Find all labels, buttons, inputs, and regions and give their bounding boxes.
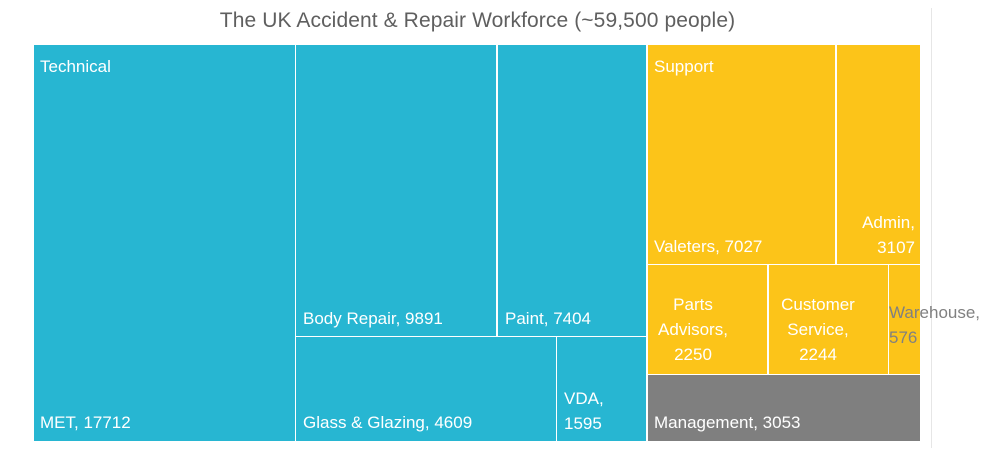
group-label-support: Support [654,57,714,76]
chart-frame-edge [931,8,932,448]
group-label-technical: Technical [40,57,111,76]
tile-rect-customer-service [769,265,888,374]
tile-admin: Admin, 3107 [837,45,920,264]
tile-rect-parts-advisors [648,265,767,374]
tile-rect-glass-and-glazing [296,337,556,441]
chart-title: The UK Accident & Repair Workforce (~59,… [219,9,736,32]
tile-paint: Paint, 7404 [498,45,646,336]
tile-label-met: MET, 17712 [40,413,131,432]
tile-customer-service: Customer Service, 2244 [769,265,888,374]
tile-warehouse: Warehouse, 576 [889,265,980,374]
tile-label-valeters: Valeters, 7027 [654,237,762,256]
tile-management: Management, 3053 [648,375,920,441]
tile-body-repair: Body Repair, 9891 [296,45,496,336]
tile-rect-warehouse [889,265,920,374]
tile-label-vda: VDA, 1595 [564,389,604,433]
tile-rect-management [648,375,920,441]
tile-label-parts-advisors: Parts Advisors, 2250 [658,295,728,364]
tile-label-paint: Paint, 7404 [505,309,591,328]
tile-rect-paint [498,45,646,336]
tile-rect-valeters [648,45,835,264]
tile-rect-body-repair [296,45,496,336]
tile-label-body-repair: Body Repair, 9891 [303,309,443,328]
tile-parts-advisors: Parts Advisors, 2250 [648,265,767,374]
tile-glass-and-glazing: Glass & Glazing, 4609 [296,337,556,441]
tile-rect-vda [557,337,646,441]
tile-rect-met [34,45,295,441]
tile-label-management: Management, 3053 [654,413,801,432]
tile-met: MET, 17712 [34,45,295,441]
tile-label-customer-service: Customer Service, 2244 [781,295,855,364]
tile-rect-admin [837,45,920,264]
tile-label-glass-and-glazing: Glass & Glazing, 4609 [303,413,472,432]
tile-label-warehouse: Warehouse, 576 [889,303,980,347]
tile-label-admin: Admin, 3107 [862,213,915,257]
tile-vda: VDA, 1595 [557,337,646,441]
tile-valeters: Valeters, 7027 [648,45,835,264]
